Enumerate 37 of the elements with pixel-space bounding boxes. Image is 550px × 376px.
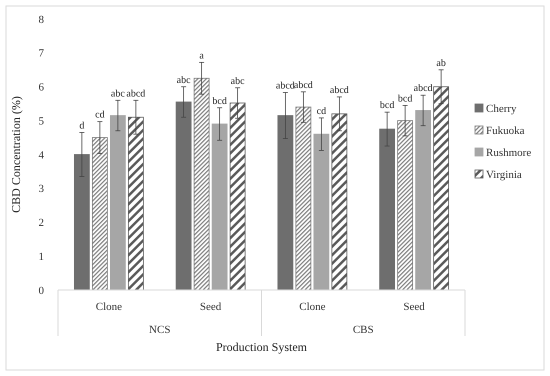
data-label: abcd bbox=[276, 80, 295, 92]
y-tick-label: 0 bbox=[38, 284, 44, 297]
y-tick-label: 7 bbox=[38, 48, 44, 60]
y-tick-label: 2 bbox=[38, 217, 44, 230]
data-label: abcd bbox=[294, 80, 313, 91]
legend-label: Virginia bbox=[486, 168, 522, 181]
legend-label: Cherry bbox=[486, 102, 518, 115]
data-label: cd bbox=[95, 110, 105, 121]
legend-label: Fukuoka bbox=[486, 124, 525, 137]
y-tick-label: 3 bbox=[38, 183, 44, 196]
data-label: abcd bbox=[414, 83, 433, 94]
data-label: d bbox=[79, 120, 84, 132]
x-tick-label: Clone bbox=[299, 300, 326, 313]
data-label: abc bbox=[230, 76, 246, 87]
data-label: abc bbox=[176, 74, 192, 86]
data-label: ab bbox=[436, 58, 446, 69]
x-tick-label: Seed bbox=[200, 300, 222, 313]
data-label: abc bbox=[110, 88, 126, 100]
x-tick-label: Seed bbox=[403, 300, 426, 313]
y-tick-label: 4 bbox=[38, 149, 44, 162]
y-tick-label: 1 bbox=[38, 250, 44, 263]
y-axis-title: CBD Concentration (%) bbox=[9, 96, 23, 213]
data-label: bcd bbox=[212, 96, 227, 107]
y-tick-label: 8 bbox=[38, 14, 44, 26]
data-label: bcd bbox=[380, 100, 394, 112]
data-label: cd bbox=[316, 106, 326, 117]
x-axis-title: Production System bbox=[216, 340, 308, 354]
data-label: bcd bbox=[398, 93, 412, 104]
y-tick-label: 5 bbox=[38, 115, 44, 128]
text: CBS bbox=[352, 324, 374, 336]
text: NCS bbox=[149, 324, 170, 336]
data-label: abcd bbox=[126, 88, 146, 100]
legend-label: Rushmore bbox=[486, 146, 532, 159]
data-label: a bbox=[199, 50, 204, 62]
data-label: abcd bbox=[330, 84, 349, 96]
x-tick-label: Clone bbox=[96, 300, 122, 313]
y-tick-label: 6 bbox=[38, 82, 44, 94]
